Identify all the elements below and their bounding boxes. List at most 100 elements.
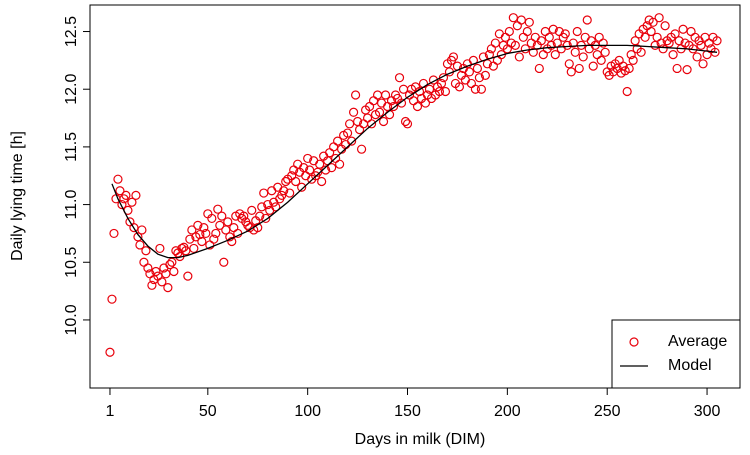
data-point [113, 174, 123, 184]
data-point [281, 176, 291, 187]
data-point [189, 243, 199, 254]
data-point [317, 176, 327, 187]
data-point [301, 171, 311, 181]
data-point [678, 24, 688, 34]
data-point [243, 220, 253, 230]
x-tick-label: 150 [394, 403, 421, 420]
data-point [131, 190, 141, 200]
legend-label: Average [668, 333, 727, 350]
data-point [546, 40, 556, 50]
data-point [141, 246, 151, 256]
data-point [217, 211, 227, 221]
data-point [682, 65, 692, 75]
y-tick-label: 11.0 [63, 189, 80, 219]
data-point [335, 159, 345, 169]
data-point [476, 84, 486, 94]
data-point [624, 63, 634, 74]
data-point [440, 86, 451, 97]
data-point [412, 101, 423, 112]
data-point [305, 165, 315, 175]
data-point [163, 283, 173, 293]
data-point [436, 78, 447, 89]
data-point [628, 55, 638, 65]
data-point [121, 190, 131, 200]
data-point [215, 220, 225, 230]
data-point [350, 90, 361, 100]
data-point [514, 52, 524, 62]
data-point [279, 186, 289, 196]
data-point [538, 50, 548, 60]
data-point [211, 228, 221, 239]
data-point [293, 159, 303, 169]
data-point [105, 347, 115, 357]
data-point [646, 26, 656, 37]
data-point [356, 144, 367, 154]
data-point [556, 44, 566, 54]
data-point [223, 217, 233, 227]
x-tick-label: 250 [594, 403, 621, 420]
data-point [129, 223, 139, 233]
x-tick-label: 50 [199, 403, 217, 420]
data-point [285, 188, 295, 198]
data-point [297, 182, 307, 192]
data-point [710, 47, 720, 57]
data-point [692, 52, 702, 62]
data-point [135, 240, 145, 250]
data-point [267, 186, 277, 196]
data-point [588, 61, 598, 71]
data-point [578, 52, 588, 62]
data-point [394, 73, 405, 83]
data-point [636, 47, 646, 57]
data-point [582, 15, 592, 25]
plot-frame [89, 4, 741, 389]
data-point [169, 266, 179, 277]
data-point [480, 70, 490, 80]
data-point [528, 47, 538, 57]
data-point [181, 246, 191, 256]
data-point [466, 78, 477, 89]
y-tick-label: 10.5 [63, 247, 80, 278]
data-point [648, 17, 658, 27]
x-tick-label: 200 [494, 403, 521, 420]
data-point [448, 52, 459, 62]
data-point [345, 119, 355, 129]
data-point [333, 136, 343, 146]
data-point [594, 32, 604, 42]
x-axis-label: Days in milk (DIM) [355, 431, 486, 448]
data-point [229, 223, 239, 233]
data-point [315, 159, 325, 169]
data-point [273, 182, 283, 192]
data-point [197, 236, 207, 247]
data-point [626, 50, 636, 60]
data-point [209, 234, 219, 244]
data-point [147, 280, 157, 290]
data-point [400, 116, 411, 127]
data-point [574, 63, 584, 74]
data-point [259, 188, 269, 198]
data-point [548, 24, 558, 34]
data-point [257, 202, 267, 212]
data-point [321, 165, 331, 175]
data-point [686, 26, 696, 37]
data-point [343, 128, 353, 138]
data-point [143, 263, 153, 273]
model-line [111, 44, 718, 259]
data-point [303, 153, 313, 164]
data-point [454, 82, 465, 92]
data-point [658, 44, 668, 54]
data-point [327, 163, 337, 173]
data-point [544, 32, 554, 42]
data-point [362, 113, 373, 123]
data-point [151, 266, 161, 277]
data-point [696, 40, 706, 50]
data-point [660, 21, 670, 31]
data-point [366, 119, 377, 129]
data-point [380, 90, 391, 100]
data-point [378, 116, 389, 127]
y-tick-label: 12.5 [63, 16, 80, 47]
data-point [165, 259, 175, 270]
data-point [596, 55, 606, 65]
data-point [566, 67, 576, 77]
data-point [670, 29, 680, 39]
